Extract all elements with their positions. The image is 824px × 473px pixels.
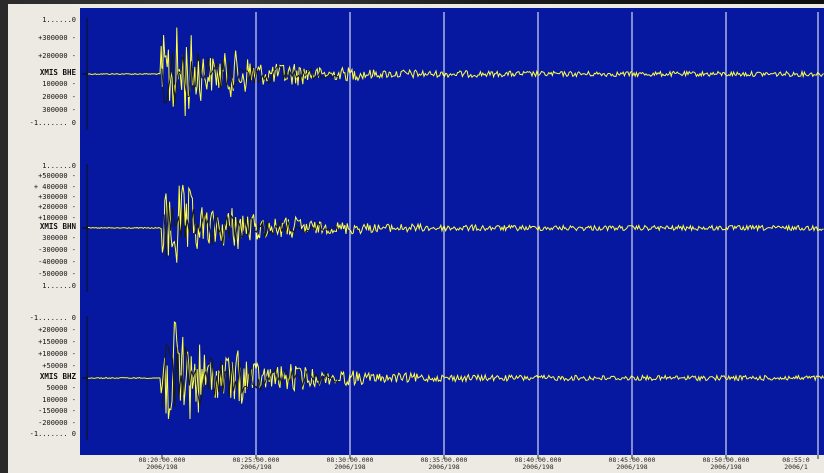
y-tick-label: +500000 - [38, 172, 76, 181]
channel-label: XMIS BHE [39, 68, 76, 77]
y-tick-label: + 400000 - [33, 182, 76, 191]
x-tick-label: 08:45:00.000 2006/198 [604, 457, 660, 471]
y-tick-label: +50000 - [42, 362, 76, 370]
x-tick-label: 08:30:00.000 2006/198 [322, 457, 378, 471]
x-tick-label: 08:25:00.000 2006/198 [228, 457, 284, 471]
y-tick-label: -1....... 0 [29, 119, 76, 127]
y-tick-label: +200000 - [38, 326, 76, 334]
x-tick-date: 2006/198 [428, 463, 460, 471]
seismic-trace-0 [87, 27, 824, 117]
x-tick-time: 08:25:00.000 [232, 456, 280, 464]
seismic-trace-1 [88, 184, 824, 263]
x-tick-date: 2006/198 [240, 463, 272, 471]
x-tick-date: 2006/198 [334, 463, 366, 471]
y-tick-label: -1....... 0 [29, 430, 76, 439]
y-tick-label: 1......0 [42, 282, 76, 290]
y-tick-label: 1......0 [42, 16, 76, 24]
x-tick-time: 08:30:00.000 [326, 456, 374, 464]
x-tick-time: 08:40:00.000 [514, 456, 562, 464]
y-tick-label: -1....... 0 [29, 314, 76, 322]
y-tick-label: -150000 - [38, 407, 76, 416]
y-tick-label: 300000 - [42, 234, 76, 242]
y-tick-label: +200000 - [38, 203, 76, 212]
x-tick-time: 08:55:0 [782, 456, 810, 464]
y-tick-label: -400000 - [38, 258, 76, 266]
y-tick-label: +300000 - [38, 193, 76, 201]
y-tick-label: 50000 - [46, 384, 76, 392]
y-tick-label: +100000 - [38, 350, 76, 358]
seismic-trace-2 [88, 321, 824, 420]
x-tick-label: 08:20:00.000 2006/198 [134, 457, 190, 471]
channel-label: XMIS BHZ [39, 372, 76, 381]
y-tick-label: 300000 - [42, 106, 76, 114]
y-tick-label: +300000 - [38, 34, 76, 42]
y-tick-label: -500000 - [38, 270, 76, 278]
x-tick-time: 08:50:00.000 [702, 456, 750, 464]
y-tick-label: +100000 - [38, 213, 76, 222]
x-tick-date: 2006/1 [784, 463, 808, 471]
x-tick-time: 08:20:00.000 [138, 456, 186, 464]
y-tick-label: 100000 - [42, 395, 76, 404]
y-tick-label: 1......0 [42, 162, 76, 170]
seismic-trace-burst-0 [161, 51, 339, 105]
y-tick-label: -300000 - [38, 246, 76, 254]
x-tick-time: 08:35:00.000 [420, 456, 468, 464]
x-tick-label: 08:40:00.000 2006/198 [510, 457, 566, 471]
x-tick-time: 08:45:00.000 [608, 456, 656, 464]
x-tick-date: 2006/198 [146, 463, 178, 471]
seismic-trace-burst-2 [161, 343, 339, 408]
y-tick-label: +150000 - [38, 338, 76, 346]
x-tick-label: 08:55:0 2006/1 [768, 457, 824, 471]
y-tick-label: +200000 - [38, 52, 76, 60]
seismic-trace-burst-1 [161, 203, 339, 258]
x-tick-label: 08:50:00.000 2006/198 [698, 457, 754, 471]
y-tick-label: -200000 - [38, 418, 76, 427]
channel-label: XMIS BHN [39, 222, 76, 231]
y-tick-label: 100000 - [42, 80, 76, 88]
x-tick-date: 2006/198 [522, 463, 554, 471]
x-tick-date: 2006/198 [616, 463, 648, 471]
x-tick-date: 2006/198 [710, 463, 742, 471]
x-tick-label: 08:35:00.000 2006/198 [416, 457, 472, 471]
y-tick-label: 200000 - [42, 93, 76, 101]
